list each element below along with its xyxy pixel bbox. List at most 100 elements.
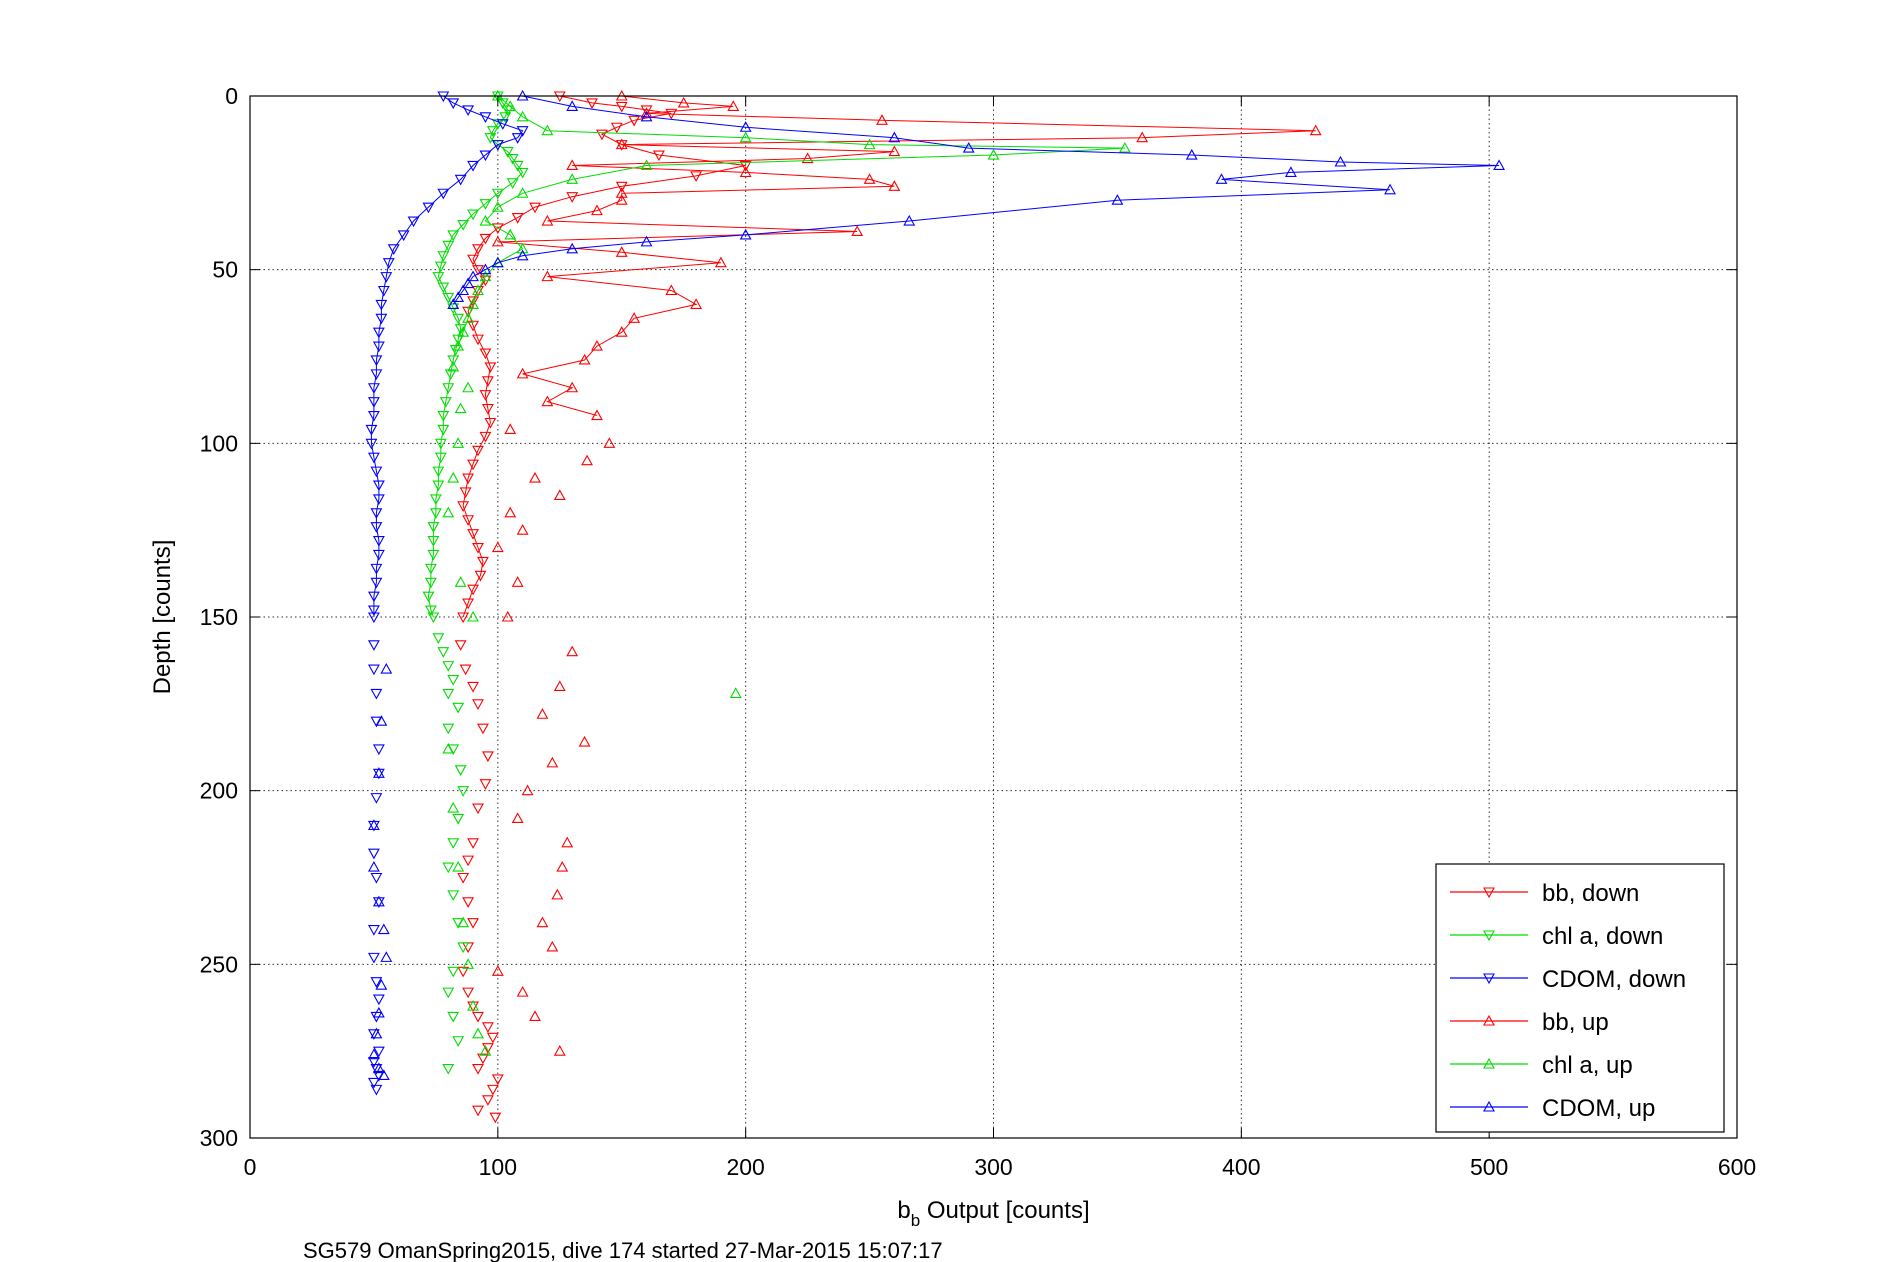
data-point (516, 167, 529, 179)
data-point (367, 605, 380, 617)
data-point (367, 397, 380, 408)
data-point (566, 242, 579, 254)
data-point (452, 339, 465, 351)
tick-layer: 0 100 200 300 400 500 600 0 50 100 150 200 250 300 (200, 83, 1757, 1180)
y-tick-label: 100 (200, 430, 238, 456)
y-tick-label: 150 (200, 604, 238, 630)
data-point (491, 223, 504, 235)
data-point (380, 272, 393, 283)
data-point (439, 397, 452, 408)
data-point (521, 784, 534, 796)
data-point (610, 122, 623, 134)
data-point (1118, 141, 1131, 153)
data-point (442, 723, 455, 735)
data-point (377, 923, 390, 935)
data-point (467, 838, 479, 849)
data-point (447, 890, 460, 901)
data-point (370, 466, 383, 478)
data-point (1334, 155, 1347, 167)
data-point (454, 640, 467, 651)
data-point (432, 633, 445, 644)
data-point (365, 424, 378, 436)
x-tick-label: 100 (479, 1154, 517, 1180)
series-line (462, 95, 746, 618)
data-point (372, 994, 385, 1006)
data-point (477, 1053, 489, 1065)
data-point (1111, 194, 1124, 205)
data-point (367, 410, 380, 422)
data-point (472, 1063, 484, 1075)
data-point (739, 160, 752, 172)
series-line (370, 95, 524, 617)
data-point (372, 895, 385, 907)
data-point (467, 459, 479, 471)
y-tick-label: 250 (200, 951, 238, 977)
data-point (566, 173, 579, 184)
data-point (457, 284, 470, 296)
data-point (863, 173, 876, 184)
data-point (739, 228, 752, 240)
data-point (367, 819, 380, 830)
data-point (491, 965, 504, 976)
data-point (380, 662, 393, 674)
data-point (566, 192, 579, 203)
data-point (739, 166, 752, 177)
data-point (888, 145, 901, 157)
data-point (511, 160, 524, 172)
data-point (640, 235, 653, 247)
data-point (504, 100, 517, 111)
legend-item: bb, down (1450, 880, 1639, 907)
data-point (467, 918, 479, 929)
data-point (375, 715, 388, 726)
data-point (516, 985, 529, 997)
data-point (479, 263, 492, 275)
data-point (479, 270, 492, 282)
series-0 (454, 91, 752, 1124)
legend-swatch-marker (1483, 887, 1495, 899)
data-point (888, 180, 901, 191)
data-point (553, 1045, 566, 1056)
data-point (427, 536, 440, 547)
data-point (462, 473, 475, 485)
data-point (491, 188, 504, 200)
data-point (370, 977, 383, 988)
data-point (640, 110, 653, 122)
data-point (489, 1112, 502, 1124)
data-point (566, 645, 579, 657)
data-point (484, 417, 497, 429)
data-point (801, 152, 814, 164)
data-point (863, 138, 876, 150)
data-point (457, 872, 470, 884)
data-point (615, 194, 628, 205)
data-point (447, 674, 460, 686)
data-point (491, 256, 504, 268)
data-point (467, 584, 479, 596)
data-point (516, 187, 529, 198)
data-point (442, 742, 455, 754)
data-point (429, 508, 442, 519)
data-point (511, 576, 524, 587)
data-point (479, 390, 492, 401)
data-point (462, 381, 475, 393)
legend: bb, down chl a, down CDOM, down bb, up chl a… (1435, 863, 1725, 1133)
data-point (591, 204, 603, 216)
y-tick-label: 50 (212, 257, 238, 283)
data-point (640, 105, 653, 117)
data-point (615, 181, 628, 193)
data-point (1284, 166, 1297, 177)
data-point (603, 437, 616, 448)
data-point (1309, 124, 1322, 136)
legend-swatch-marker (1483, 930, 1495, 942)
series-line (457, 95, 1125, 347)
data-point (481, 404, 494, 415)
data-point (876, 114, 888, 125)
data-point (372, 1062, 385, 1074)
data-point (457, 942, 470, 954)
data-point (377, 1069, 390, 1081)
data-point (581, 454, 593, 466)
data-point (536, 916, 549, 928)
data-point (370, 1027, 383, 1039)
data-point (479, 348, 492, 360)
data-point (553, 489, 566, 500)
data-point (499, 112, 512, 123)
